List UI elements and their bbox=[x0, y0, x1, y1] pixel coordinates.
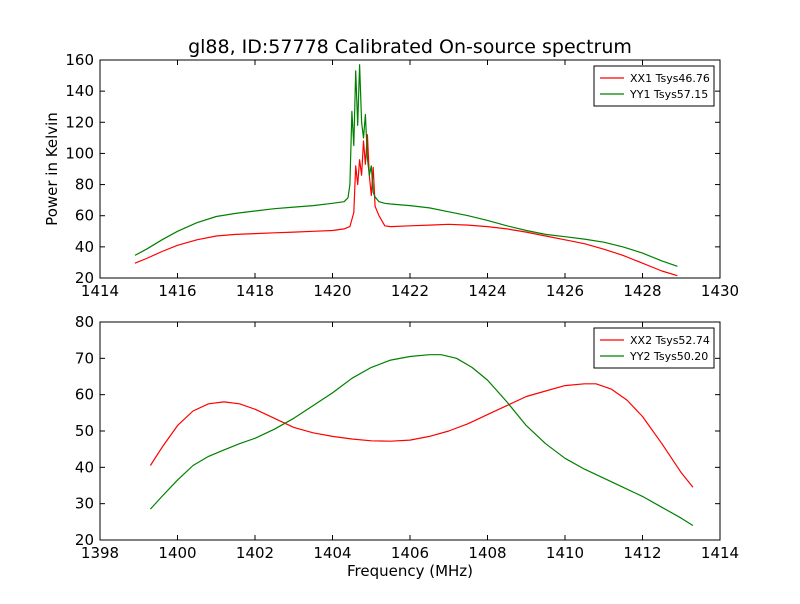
y-tick-label: 40 bbox=[75, 458, 94, 476]
y-tick-label: 160 bbox=[65, 51, 94, 69]
x-tick-label: 1424 bbox=[468, 282, 506, 300]
x-tick-label: 1402 bbox=[236, 544, 274, 562]
series-line-1 bbox=[149, 383, 694, 488]
x-tick-label: 1426 bbox=[546, 282, 584, 300]
x-tick-label: 1420 bbox=[313, 282, 351, 300]
panel-top: 1414 1416 1418 1420 1422 1424 1426 1428 1430 20 40… bbox=[43, 51, 739, 300]
x-tick-label: 1408 bbox=[468, 544, 506, 562]
x-tick-label: 1400 bbox=[158, 544, 196, 562]
chart-title: gl88, ID:57778 Calibrated On-source spec… bbox=[188, 36, 632, 58]
x-tick-label: 1412 bbox=[623, 544, 661, 562]
y-tick-label: 20 bbox=[75, 269, 94, 287]
legend-entry-2: YY2 Tsys50.20 bbox=[629, 350, 708, 363]
series-line-2 bbox=[149, 354, 694, 527]
legend-box bbox=[593, 65, 715, 107]
y-tick-label: 80 bbox=[75, 313, 94, 331]
y-tick-label: 60 bbox=[75, 207, 94, 225]
legend-box bbox=[593, 327, 715, 369]
x-tick-label: 1414 bbox=[81, 282, 119, 300]
series-line-2 bbox=[134, 64, 678, 267]
y-axis-label: Power in Kelvin bbox=[43, 112, 61, 226]
x-tick-label: 1422 bbox=[391, 282, 429, 300]
x-tick-label: 1430 bbox=[701, 282, 739, 300]
legend-entry-1: XX2 Tsys52.74 bbox=[630, 334, 710, 347]
legend-entry-1: XX1 Tsys46.76 bbox=[630, 72, 710, 85]
y-tick-label: 120 bbox=[65, 113, 94, 131]
x-tick-label: 1398 bbox=[81, 544, 119, 562]
y-tick-label: 140 bbox=[65, 82, 94, 100]
legend-entry-2: YY1 Tsys57.15 bbox=[629, 88, 708, 101]
x-tick-label: 1406 bbox=[391, 544, 429, 562]
x-tick-label: 1410 bbox=[546, 544, 584, 562]
y-tick-label: 30 bbox=[75, 495, 94, 513]
panel-bottom: 1398 1400 1402 1404 1406 1408 1410 1412 1414 20 30… bbox=[75, 313, 739, 562]
x-tick-label: 1418 bbox=[236, 282, 274, 300]
series-line-1 bbox=[134, 134, 678, 277]
x-tick-label: 1416 bbox=[158, 282, 196, 300]
x-tick-label: 1428 bbox=[623, 282, 661, 300]
y-tick-label: 40 bbox=[75, 238, 94, 256]
y-tick-label: 100 bbox=[65, 144, 94, 162]
y-tick-label: 50 bbox=[75, 422, 94, 440]
y-tick-label: 20 bbox=[75, 531, 94, 549]
x-tick-label: 1404 bbox=[313, 544, 351, 562]
x-tick-label: 1414 bbox=[701, 544, 739, 562]
y-tick-label: 60 bbox=[75, 386, 94, 404]
y-tick-label: 70 bbox=[75, 349, 94, 367]
y-tick-label: 80 bbox=[75, 176, 94, 194]
x-axis-label: Frequency (MHz) bbox=[347, 562, 473, 580]
